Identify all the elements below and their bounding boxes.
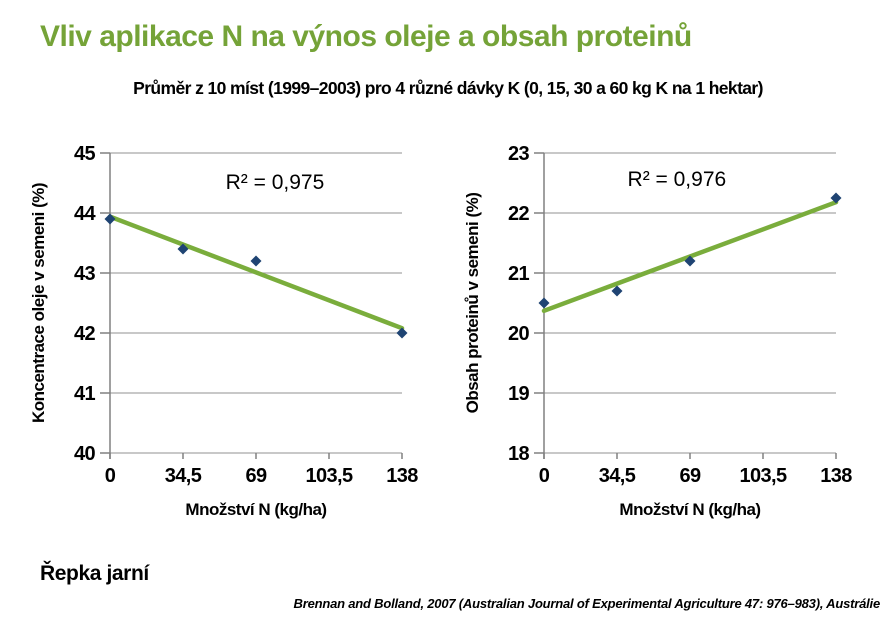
crop-type-label: Řepka jarní — [40, 562, 149, 585]
y-tick-label: 41 — [74, 383, 96, 405]
source-citation: Brennan and Bolland, 2007 (Australian Jo… — [293, 596, 881, 611]
x-axis-title: Množství N (kg/ha) — [185, 500, 326, 519]
oil-concentration-chart: 40 41 42 43 44 45 0 34,5 69 103,5 138 Množství N (k… — [28, 128, 448, 528]
y-tick-label: 40 — [74, 443, 96, 465]
y-tick-label: 42 — [74, 323, 96, 345]
r-squared-label: R² = 0,975 — [226, 171, 325, 194]
x-tick-label: 0 — [539, 465, 550, 487]
x-tick-label: 34,5 — [599, 465, 636, 487]
trend-line — [107, 214, 405, 331]
protein-content-plot: 18 19 20 21 22 23 0 34,5 69 103,5 138 Množství N (k… — [463, 143, 853, 519]
data-point-marker — [104, 213, 116, 225]
data-point-marker — [250, 255, 262, 267]
page-subtitle: Průměr z 10 míst (1999–2003) pro 4 různé… — [133, 78, 763, 98]
oil-concentration-plot: 40 41 42 43 44 45 0 34,5 69 103,5 138 Množství N (k… — [29, 143, 419, 519]
y-axis-title: Obsah proteinů v semeni (%) — [463, 193, 482, 414]
x-tick-label: 69 — [245, 465, 267, 487]
data-point-marker — [538, 297, 550, 309]
y-tick-label: 45 — [74, 143, 96, 165]
protein-content-chart: 18 19 20 21 22 23 0 34,5 69 103,5 138 Množství N (k… — [462, 128, 882, 528]
x-tick-label: 0 — [105, 465, 116, 487]
y-tick-label: 19 — [508, 383, 530, 405]
y-tick-label: 43 — [74, 263, 96, 285]
y-tick-label: 44 — [74, 203, 97, 225]
x-axis-title: Množství N (kg/ha) — [619, 500, 760, 519]
r-squared-label: R² = 0,976 — [628, 168, 727, 191]
y-tick-label: 23 — [508, 143, 530, 165]
x-tick-label: 103,5 — [305, 465, 353, 487]
x-tick-label: 138 — [820, 465, 852, 487]
x-tick-label: 34,5 — [165, 465, 202, 487]
data-point-marker — [830, 192, 842, 204]
x-tick-label: 69 — [679, 465, 701, 487]
x-tick-label: 138 — [386, 465, 418, 487]
data-point-marker — [396, 327, 408, 339]
data-point-marker — [177, 243, 189, 255]
y-tick-label: 20 — [508, 323, 530, 345]
y-tick-label: 22 — [508, 203, 530, 225]
data-point-marker — [684, 255, 696, 267]
y-tick-label: 18 — [508, 443, 530, 465]
y-axis-title: Koncentrace oleje v semeni (%) — [29, 183, 48, 423]
y-tick-label: 21 — [508, 263, 530, 285]
x-tick-label: 103,5 — [739, 465, 787, 487]
page-title: Vliv aplikace N na výnos oleje a obsah p… — [40, 20, 692, 53]
data-point-marker — [611, 285, 623, 297]
